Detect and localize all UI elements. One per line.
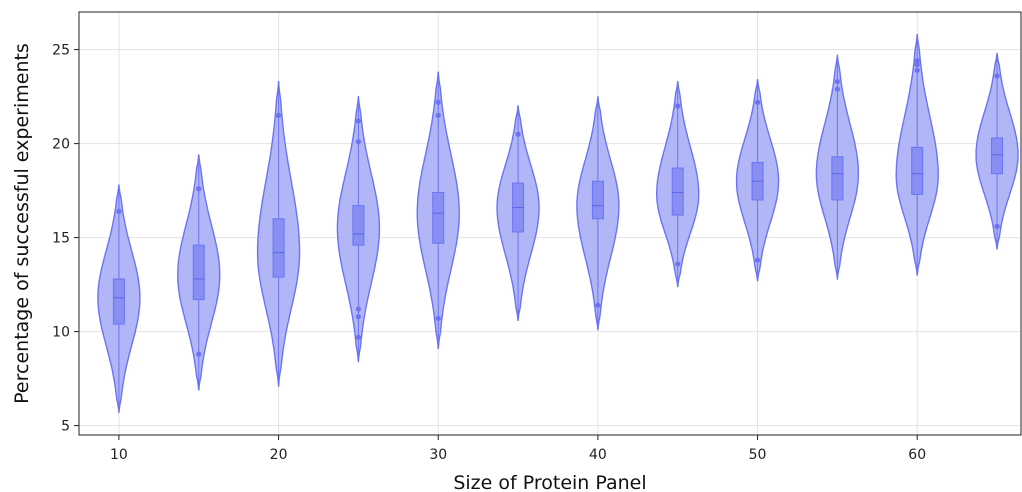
outlier-point	[834, 86, 840, 92]
outlier-point	[196, 351, 202, 357]
outlier-point	[355, 306, 362, 312]
violin-box	[591, 180, 604, 220]
plot-frame	[78, 11, 1022, 436]
outlier-point	[515, 131, 521, 137]
violin-45	[656, 80, 700, 288]
y-tick-label: 25	[52, 43, 70, 59]
violin-65	[975, 52, 1019, 250]
outlier-point	[595, 302, 601, 308]
violin-box	[671, 167, 684, 216]
outlier-point	[355, 334, 362, 340]
violin-box	[192, 244, 205, 301]
x-axis-title: Size of Protein Panel	[453, 472, 646, 492]
violin-box	[352, 205, 365, 246]
violin-15	[177, 154, 221, 391]
outlier-point	[675, 261, 681, 267]
outlier-point	[914, 62, 920, 68]
violin-60	[895, 33, 939, 276]
violin-box	[911, 146, 924, 195]
outlier-point	[834, 78, 840, 85]
outlier-point	[355, 313, 362, 320]
violin-box	[112, 278, 125, 325]
outlier-point	[994, 223, 1000, 229]
y-tick-label: 10	[52, 325, 70, 341]
outlier-point	[994, 73, 1000, 79]
violin-box	[432, 191, 445, 244]
violin-20	[256, 80, 301, 387]
outlier-point	[196, 186, 202, 192]
outlier-point	[914, 58, 920, 64]
outlier-point	[435, 99, 441, 105]
outlier-point	[355, 118, 362, 124]
outlier-point	[754, 99, 761, 105]
violin-40	[576, 95, 620, 331]
violin-50	[735, 79, 780, 282]
y-tick-label: 20	[52, 137, 70, 153]
x-tick-label: 10	[110, 447, 128, 463]
x-tick-label: 20	[270, 447, 288, 463]
violin-box	[272, 218, 285, 278]
x-tick-label: 60	[908, 447, 926, 463]
violin-35	[496, 105, 540, 321]
outlier-point	[275, 112, 282, 118]
grid-lines	[79, 12, 1021, 435]
outlier-point	[914, 67, 920, 73]
y-tick-label: 15	[52, 231, 70, 247]
outlier-point	[754, 257, 761, 263]
x-tick-label: 30	[429, 447, 447, 463]
outlier-point	[355, 139, 362, 145]
outlier-point	[435, 112, 441, 118]
violins	[97, 33, 1019, 414]
y-axis-ticks: 5 10 15 20 25	[52, 43, 79, 435]
violin-box	[991, 137, 1004, 175]
x-tick-label: 50	[749, 447, 767, 463]
violin-55	[815, 54, 860, 280]
violin-10	[97, 184, 141, 414]
outlier-point	[675, 103, 681, 109]
outlier-point	[435, 315, 441, 322]
y-axis-title: Percentage of successful experiments	[11, 43, 33, 404]
outlier-point	[116, 208, 122, 214]
violin-box	[831, 156, 844, 201]
violin-25	[336, 95, 381, 363]
x-tick-label: 40	[589, 447, 607, 463]
violin-30	[416, 71, 460, 350]
x-axis-ticks: 10 20 30 40 50 60	[110, 435, 926, 463]
y-tick-label: 5	[61, 419, 70, 435]
